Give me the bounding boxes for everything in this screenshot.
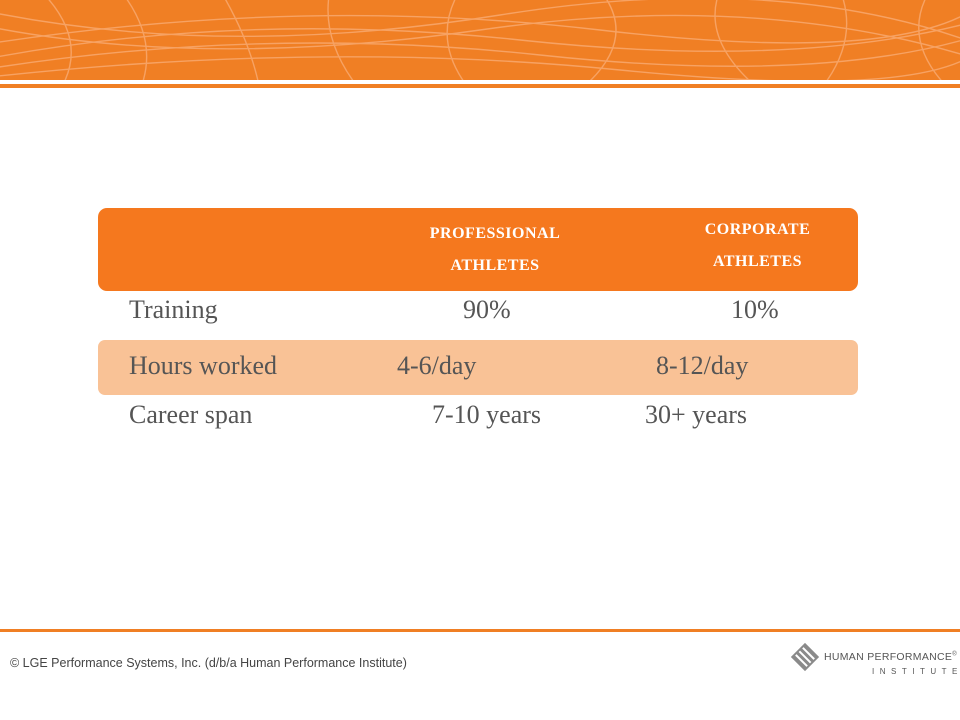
cell-hours-corporate: 8-12/day: [656, 351, 749, 380]
hpi-logo-registered: ®: [952, 651, 957, 658]
cell-hours-professional: 4-6/day: [397, 351, 477, 380]
table-header-bar: [98, 208, 858, 291]
row-label-hours-worked: Hours worked: [129, 351, 278, 380]
hpi-logo-name: HUMAN PERFORMANCE®: [824, 651, 957, 663]
cell-career-professional: 7-10 years: [432, 400, 542, 429]
banner-pattern: [0, 0, 960, 80]
cell-career-corporate: 30+ years: [645, 400, 748, 429]
column-header-professional-line2: ATHLETES: [450, 257, 540, 274]
row-label-training: Training: [129, 295, 218, 324]
hpi-logo-icon: [790, 642, 820, 672]
table-row-highlight: [98, 340, 858, 395]
copyright-notice: © LGE Performance Systems, Inc. (d/b/a H…: [10, 656, 407, 670]
top-rule: [0, 84, 960, 88]
column-header-corporate-line1: CORPORATE: [704, 221, 811, 238]
column-header-professional: PROFESSIONAL ATHLETES: [380, 218, 610, 282]
cell-training-professional: 90%: [463, 295, 511, 324]
column-header-professional-line1: PROFESSIONAL: [429, 225, 561, 242]
cell-training-corporate: 10%: [731, 295, 779, 324]
column-header-corporate: CORPORATE ATHLETES: [650, 214, 865, 278]
top-banner: [0, 0, 960, 80]
footer-rule: [0, 629, 960, 632]
hpi-logo: HUMAN PERFORMANCE® INSTITUTE: [788, 640, 957, 680]
hpi-logo-name-text: HUMAN PERFORMANCE: [824, 651, 953, 663]
top-rule-gap: [0, 80, 960, 84]
hpi-logo-subtitle: INSTITUTE: [872, 667, 960, 676]
column-header-corporate-line2: ATHLETES: [712, 253, 803, 270]
row-label-career-span: Career span: [129, 400, 253, 429]
